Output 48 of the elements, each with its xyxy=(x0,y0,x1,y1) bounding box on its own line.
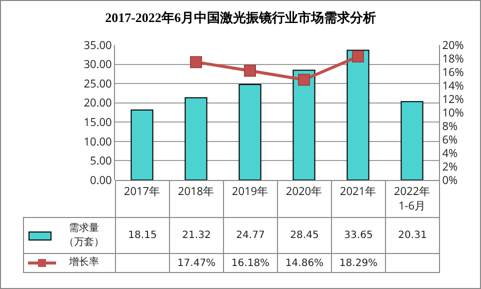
y-tick-label: 10.00 xyxy=(84,134,112,150)
point xyxy=(352,50,364,63)
x-tick-label: 2021年 xyxy=(340,184,376,199)
data-label: 20.31 xyxy=(386,218,440,254)
x-tick-label: 2020年 xyxy=(286,184,322,199)
bar xyxy=(184,97,208,180)
legend-label: 增长率 xyxy=(68,256,100,270)
y-tick-label: 30.00 xyxy=(84,57,112,72)
y2-tick-label: 2% xyxy=(442,159,458,174)
y-tick-label: 25.00 xyxy=(84,76,112,92)
bar xyxy=(346,50,370,180)
data-label: 17.47% xyxy=(170,254,224,272)
point xyxy=(190,56,202,68)
point xyxy=(298,74,310,86)
data-label: 33.65 xyxy=(332,218,386,254)
y-tick-label: 35.00 xyxy=(84,38,112,53)
y2-tick-label: 14% xyxy=(442,78,464,94)
data-label: 21.32 xyxy=(170,218,224,254)
y-tick-label: 5.00 xyxy=(90,154,112,169)
y2-tick-label: 20% xyxy=(442,38,464,53)
data-label: 28.45 xyxy=(278,218,332,254)
x-tick-label: 2017年 xyxy=(124,184,160,199)
x-tick-label: 2018年 xyxy=(178,184,214,199)
y2-tick-label: 4% xyxy=(442,146,458,161)
y2-tick-label: 10% xyxy=(442,105,464,120)
y2-tick-label: 16% xyxy=(442,64,464,80)
data-label: 14.86% xyxy=(278,254,332,272)
x-tick-label: 2019年 xyxy=(232,184,268,199)
y2-tick-label: 12% xyxy=(442,92,464,107)
y2-tick-label: 0% xyxy=(442,172,458,188)
bar xyxy=(238,84,262,180)
data-label: 18.15 xyxy=(116,218,170,254)
bar xyxy=(130,109,154,180)
y-tick-label: 15.00 xyxy=(84,114,112,130)
y-tick-label: 0.00 xyxy=(90,172,112,188)
data-label: 16.18% xyxy=(224,254,278,272)
bar xyxy=(292,70,316,180)
y2-tick-label: 18% xyxy=(442,51,464,66)
bar xyxy=(400,101,424,180)
chart-title: 2017-2022年6月中国激光振镜行业市场需求分析 xyxy=(105,10,376,25)
y2-tick-label: 8% xyxy=(442,118,458,134)
y-tick-label: 20.00 xyxy=(84,96,112,111)
y2-tick-label: 6% xyxy=(442,132,458,148)
x-tick-label: 2022年 1-6月 xyxy=(394,184,430,214)
data-label: 24.77 xyxy=(224,218,278,254)
data-label: 18.29% xyxy=(332,254,386,272)
legend-label: 需求量（万套） xyxy=(63,222,105,250)
point xyxy=(244,64,256,77)
